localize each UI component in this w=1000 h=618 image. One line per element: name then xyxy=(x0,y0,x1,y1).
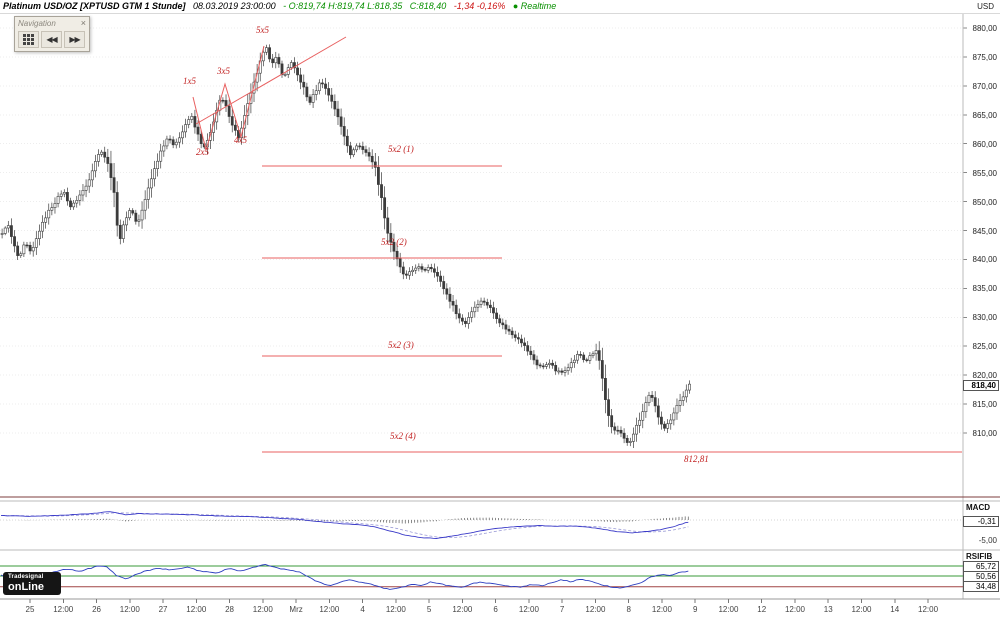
step-forward-button[interactable]: ▶▶ xyxy=(64,31,85,48)
realtime-badge: ● Realtime xyxy=(512,1,557,11)
close-icon[interactable]: × xyxy=(80,18,86,28)
macd-panel-label: MACD xyxy=(966,503,990,512)
logo-product-text: onLine xyxy=(8,581,45,593)
macd-value-box: -0,31 xyxy=(963,516,999,527)
frame-layer xyxy=(0,13,1000,603)
logo-brand-text: Tradesignal xyxy=(8,574,44,580)
navigation-titlebar[interactable]: Navigation × xyxy=(15,17,89,29)
last-price-box: 818,40 xyxy=(963,380,999,391)
grid-view-button[interactable] xyxy=(18,31,39,48)
navigation-buttons: ◀◀ ▶▶ xyxy=(15,29,89,51)
currency-label: USD xyxy=(977,2,994,11)
header-ohl-values: - O:819,74 H:819,74 L:818,35 xyxy=(283,1,403,11)
grid-icon xyxy=(23,34,34,45)
navigation-panel: Navigation × ◀◀ ▶▶ xyxy=(14,16,90,52)
header-change-value: -1,34 -0,16% xyxy=(453,1,506,11)
time-axis[interactable] xyxy=(0,599,963,618)
candles-layer xyxy=(0,44,691,449)
last-price-value: 818,40 xyxy=(971,381,996,390)
double-left-arrow-icon: ◀◀ xyxy=(46,35,57,44)
double-right-arrow-icon: ▶▶ xyxy=(69,35,80,44)
header-close-value: C:818,40 xyxy=(409,1,447,11)
grid-layer xyxy=(0,27,963,434)
macd-layer xyxy=(0,511,963,539)
macd-axis-label: -5,00 xyxy=(978,536,997,545)
navigation-title: Navigation xyxy=(18,18,56,28)
header-datetime: 08.03.2019 23:00:00 xyxy=(193,1,276,11)
tradesignal-logo: Tradesignal onLine xyxy=(3,572,61,595)
chart-header: Platinum USD/OZ [XPTUSD GTM 1 Stunde] 08… xyxy=(3,1,561,13)
instrument-title: Platinum USD/OZ [XPTUSD GTM 1 Stunde] xyxy=(3,1,186,11)
step-back-button[interactable]: ◀◀ xyxy=(41,31,62,48)
rsi-panel-label: RSIFIB xyxy=(966,552,993,561)
annotations-layer xyxy=(192,36,962,453)
rsi-layer xyxy=(0,564,963,590)
